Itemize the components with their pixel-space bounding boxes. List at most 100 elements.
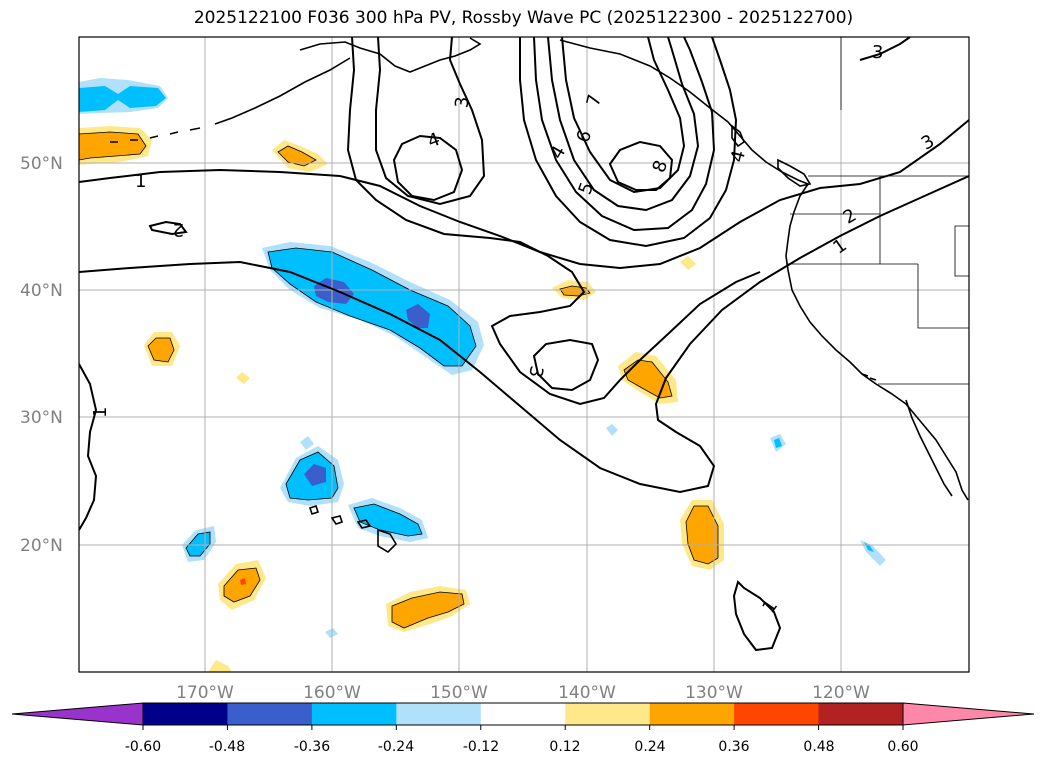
colorbar-segment bbox=[649, 703, 735, 725]
colorbar-segment bbox=[143, 703, 228, 725]
contour-6 bbox=[547, 37, 700, 212]
contour-5 bbox=[533, 37, 716, 232]
colorbar-label: 0.60 bbox=[887, 739, 918, 755]
colorbar-segment bbox=[734, 703, 820, 725]
colorbar-label: 0.12 bbox=[549, 739, 580, 755]
anomaly-outline bbox=[623, 359, 673, 399]
negative-anomaly-core bbox=[354, 504, 422, 536]
negative-anomaly-core bbox=[774, 438, 782, 448]
contour-2-left bbox=[148, 220, 188, 236]
contour-label: 3 bbox=[524, 364, 547, 379]
contour-inner-4 bbox=[392, 134, 464, 202]
lon-label-160w: 160°W bbox=[303, 683, 361, 703]
haida-gwaii bbox=[731, 124, 745, 148]
longitude-labels: 170°W 160°W 150°W 140°W 130°W 120°W bbox=[176, 683, 870, 703]
colorbar-segments bbox=[143, 703, 904, 725]
lat-label-50: 50°N bbox=[20, 154, 63, 174]
colorbar-label: -0.24 bbox=[378, 739, 414, 755]
contour-label: 2 bbox=[173, 219, 184, 240]
colorbar-label: -0.60 bbox=[125, 739, 161, 755]
colorbar-label: 0.24 bbox=[634, 739, 665, 755]
vancouver-island bbox=[777, 158, 812, 187]
contour-label: 1 bbox=[135, 171, 146, 192]
colorbar-segment bbox=[396, 703, 482, 725]
colorbar-segment bbox=[818, 703, 904, 725]
pv-contours bbox=[79, 37, 969, 652]
colorbar-segment bbox=[311, 703, 397, 725]
strong-negative-anomaly bbox=[304, 464, 326, 486]
baja-california bbox=[905, 399, 953, 497]
colorbar-extend-max bbox=[902, 702, 1035, 726]
anomaly-outline bbox=[285, 451, 339, 501]
contour-1-west bbox=[79, 363, 98, 531]
state-border-ca-nv bbox=[917, 264, 969, 329]
negative-anomaly-halo bbox=[300, 436, 314, 450]
contour-1-southeast bbox=[732, 580, 782, 652]
state-border-idaho-montana bbox=[954, 225, 969, 277]
negative-anomaly-core bbox=[79, 86, 166, 112]
positive-anomaly-core bbox=[686, 506, 718, 564]
contour-4-west bbox=[375, 37, 486, 206]
anomaly-outline bbox=[353, 503, 423, 537]
lon-label-170w: 170°W bbox=[176, 683, 234, 703]
anomaly-outline bbox=[223, 567, 261, 603]
kauai bbox=[308, 504, 320, 516]
positive-anomaly-halo bbox=[236, 372, 250, 384]
anomaly-outline bbox=[267, 247, 477, 367]
map-background bbox=[79, 37, 969, 672]
anomaly-outlines bbox=[79, 131, 719, 629]
colorbar-segment bbox=[565, 703, 651, 725]
anomaly-outline bbox=[391, 591, 465, 629]
positive-anomaly-core bbox=[624, 360, 672, 398]
maui bbox=[356, 519, 372, 529]
positive-anomaly-halo bbox=[208, 660, 232, 672]
coastlines bbox=[110, 37, 969, 554]
contour-3-east bbox=[859, 37, 911, 61]
contour-2 bbox=[339, 119, 969, 270]
oahu bbox=[330, 515, 344, 525]
contour-3 bbox=[346, 37, 761, 406]
anomaly-outline bbox=[685, 505, 719, 565]
colorbar-label: 0.36 bbox=[718, 739, 749, 755]
negative-anomaly-core bbox=[186, 532, 210, 556]
alaska-coastline bbox=[299, 37, 482, 73]
aleutian-islands bbox=[110, 127, 201, 143]
contour-8 bbox=[608, 140, 674, 191]
map-title: 2025122100 F036 300 hPa PV, Rossby Wave … bbox=[193, 8, 854, 28]
lon-label-130w: 130°W bbox=[685, 683, 743, 703]
positive-anomaly-halo bbox=[680, 256, 696, 270]
us-west-coast bbox=[787, 269, 969, 501]
lat-label-40: 40°N bbox=[20, 281, 63, 301]
colorbar-label: -0.12 bbox=[463, 739, 499, 755]
lon-label-120w: 120°W bbox=[812, 683, 870, 703]
positive-anomaly-core bbox=[79, 132, 146, 160]
anomaly-outline bbox=[277, 145, 317, 167]
positive-anomaly-core bbox=[148, 338, 174, 362]
colorbar-ticks bbox=[142, 725, 904, 730]
lat-label-30: 30°N bbox=[20, 408, 63, 428]
colorbar-label: 0.48 bbox=[803, 739, 834, 755]
contour-3-closed bbox=[532, 338, 600, 392]
contour-7 bbox=[561, 37, 686, 194]
contour-label: 3 bbox=[872, 42, 883, 63]
negative-anomaly-halo bbox=[606, 424, 618, 436]
contour-1-north bbox=[79, 168, 341, 183]
gridlines bbox=[79, 37, 969, 672]
colorbar-frame bbox=[142, 702, 904, 726]
positive-anomaly-core bbox=[392, 592, 464, 628]
contour-label: 1 bbox=[90, 407, 111, 418]
alaska-peninsula bbox=[214, 57, 351, 125]
colorbar-tick-labels: -0.60 -0.48 -0.36 -0.24 -0.12 0.12 0.24 … bbox=[125, 739, 919, 755]
colorbar-label: -0.48 bbox=[209, 739, 245, 755]
contour-4-east bbox=[519, 37, 738, 248]
colorbar-segment bbox=[227, 703, 313, 725]
anomaly-outline bbox=[559, 285, 591, 297]
contour-1-main bbox=[79, 175, 969, 494]
anomaly-outline bbox=[147, 337, 175, 363]
colorbar-label: -0.36 bbox=[294, 739, 330, 755]
contour-label: 4 bbox=[727, 148, 750, 164]
colorbar-segment bbox=[480, 703, 566, 725]
positive-anomaly-core bbox=[224, 568, 260, 602]
bc-coast bbox=[785, 183, 809, 271]
